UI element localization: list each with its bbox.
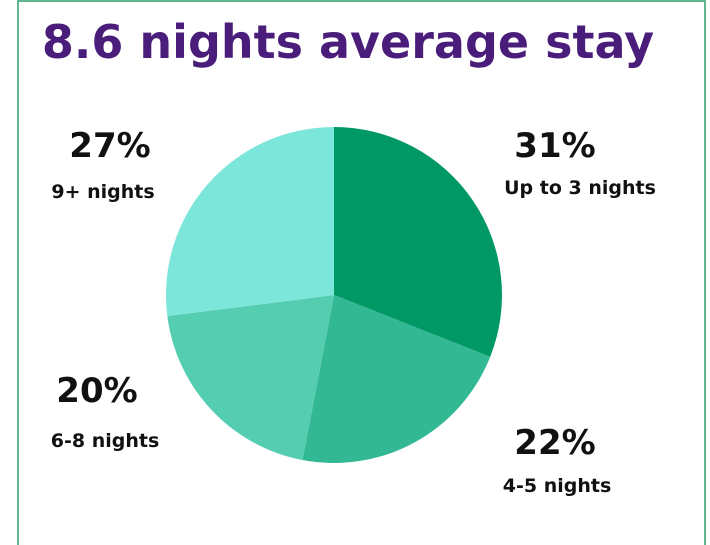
value-label: 20% bbox=[56, 371, 137, 411]
pie-slice bbox=[166, 127, 334, 317]
pie-slice bbox=[302, 295, 491, 463]
value-label: 27% bbox=[69, 126, 150, 166]
category-label: 4-5 nights bbox=[503, 475, 612, 497]
category-label: Up to 3 nights bbox=[504, 177, 656, 199]
category-label: 6-8 nights bbox=[51, 430, 160, 452]
category-label: 9+ nights bbox=[51, 181, 154, 203]
pie-slice bbox=[334, 127, 502, 357]
frame bbox=[17, 0, 706, 545]
chart-title: 8.6 nights average stay bbox=[42, 15, 654, 69]
value-label: 31% bbox=[514, 126, 595, 166]
pie-slice bbox=[167, 295, 334, 461]
value-label: 22% bbox=[514, 423, 595, 463]
